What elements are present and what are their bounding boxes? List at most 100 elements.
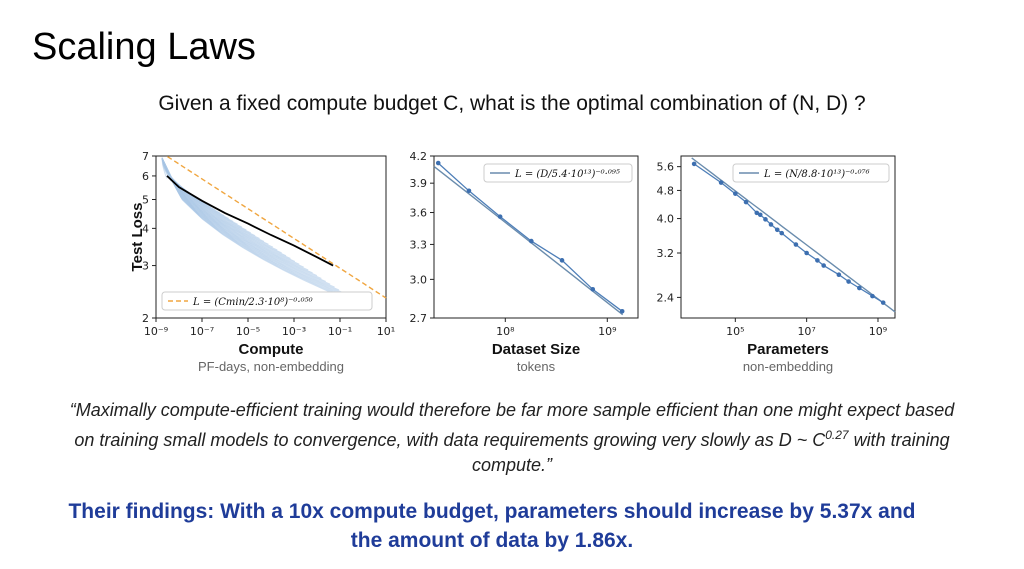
data-point (619, 308, 625, 314)
learning-curve (161, 157, 274, 248)
data-point (529, 238, 534, 244)
slide-subtitle: Given a fixed compute budget C, what is … (158, 92, 866, 115)
y-tick-label: 3.9 (410, 177, 428, 190)
x-tick-label: 10⁹ (869, 325, 887, 338)
plot-frame (433, 155, 639, 319)
data-point (718, 180, 724, 185)
x-tick-label: 10⁸ (496, 325, 515, 338)
plot-frame (680, 155, 896, 319)
findings-text: Their findings: With a 10x compute budge… (68, 500, 916, 552)
y-tick-label: 4 (142, 222, 149, 235)
data-point (743, 199, 749, 205)
learning-curve (161, 157, 304, 268)
data-point (763, 217, 768, 222)
learning-curve (161, 157, 326, 282)
quote-text-end: with training compute.” (471, 430, 950, 475)
learning-curve (161, 157, 296, 262)
data-point (880, 300, 886, 305)
learning-curve (161, 157, 313, 274)
data-point (435, 160, 441, 166)
parameters-chart: 10⁵ 10⁷ 10⁹ 2.4 3.2 4.0 4.8 5.6 Parameters non-em… (645, 148, 905, 383)
quote-text: “Maximally compute-efficient training wo… (69, 400, 955, 450)
learning-curve (161, 157, 287, 257)
x-tick-label: 10⁹ (598, 325, 616, 338)
power-law-fit (433, 165, 624, 316)
learning-curve (161, 157, 300, 265)
x-tick-label: 10⁻¹ (328, 325, 352, 338)
y-tick-label: 4.2 (410, 150, 428, 163)
y-tick-label: 6 (142, 170, 149, 183)
x-axis-title: Dataset Size (492, 341, 580, 358)
data-point (590, 286, 596, 292)
legend-box (161, 291, 373, 311)
learning-curve (161, 157, 322, 279)
compute-chart-svg: 10⁻⁹ 10⁻⁷ 10⁻⁵ 10⁻³ 10⁻¹ 10¹ 2 3 4 5 6 7 ComputePF-d… (129, 150, 395, 374)
x-axis-subtitle: PF-days, non-embedding (198, 359, 344, 374)
data-point (836, 272, 842, 278)
x-axis-subtitle: non-embedding (743, 359, 833, 374)
data-point (779, 230, 785, 236)
legend-box (483, 163, 633, 183)
data-point (691, 161, 697, 167)
y-tick-label: 2.7 (410, 312, 428, 325)
x-tick-label: 10⁵ (726, 325, 744, 338)
data-point (497, 214, 503, 219)
x-axis-subtitle: tokens (517, 359, 556, 374)
parameters-chart-svg: 10⁵ 10⁷ 10⁹ 2.4 3.2 4.0 4.8 5.6 Parametersnon-em… (657, 155, 896, 374)
legend-label: L = (N/8.8·10¹³)⁻⁰·⁰⁷⁶ (763, 169, 870, 180)
x-tick-label: 10⁷ (797, 325, 815, 338)
learning-curve (161, 157, 335, 288)
data-point (821, 263, 826, 268)
data-point (466, 188, 472, 194)
data-point (733, 191, 738, 196)
learning-curve (161, 157, 309, 271)
x-axis-title: Parameters (747, 341, 829, 358)
power-law-fit-dashed (167, 156, 387, 299)
x-tick-label: 10⁻⁵ (236, 325, 260, 338)
y-tick-label: 5.6 (657, 161, 675, 174)
y-tick-label: 4.0 (657, 213, 675, 226)
x-tick-label: 10¹ (377, 325, 395, 338)
y-axis-title: Test Loss (129, 203, 146, 272)
power-law-fit (691, 157, 896, 313)
learning-curve (161, 157, 331, 285)
data-point (804, 250, 809, 256)
legend-box (732, 163, 890, 183)
x-tick-label: 10⁻⁹ (144, 325, 168, 338)
y-tick-label: 3.3 (410, 238, 428, 251)
quote: “Maximally compute-efficient training wo… (60, 398, 964, 478)
compute-frontier-line (166, 175, 334, 267)
y-tick-label: 4.8 (657, 184, 675, 197)
learning-curve (161, 157, 260, 239)
legend-label: L = (Cmin/2.3·10⁸)⁻⁰·⁰⁵⁰ (192, 297, 313, 308)
data-point (815, 258, 820, 263)
quote-exponent: 0.27 (825, 428, 849, 442)
y-tick-label: 3.6 (410, 207, 428, 220)
learning-curve (161, 157, 291, 259)
y-tick-label: 5 (142, 194, 149, 207)
x-tick-label: 10⁻⁷ (190, 325, 214, 338)
data-point (870, 293, 875, 299)
learning-curve (161, 157, 278, 251)
y-tick-label: 3.2 (657, 247, 675, 260)
slide-title: Scaling Laws (32, 26, 256, 68)
data-point (846, 279, 851, 284)
data-point (857, 285, 862, 291)
data-point (774, 227, 780, 233)
data-point (754, 210, 760, 216)
dataset-chart: 10⁸ 10⁹ 2.7 3.0 3.3 3.6 3.9 4.2 Dataset Size toke… (398, 148, 658, 383)
data-point (768, 222, 774, 227)
learning-curve (161, 157, 282, 254)
learning-curve (161, 157, 269, 245)
learning-curve (161, 157, 366, 308)
y-tick-label: 2.4 (657, 291, 675, 304)
x-axis-title: Compute (239, 341, 304, 358)
data-point (559, 258, 565, 263)
x-tick-label: 10⁻³ (282, 325, 306, 338)
dataset-chart-svg: 10⁸ 10⁹ 2.7 3.0 3.3 3.6 3.9 4.2 Dataset Sizetoke… (410, 150, 639, 374)
learning-curve (161, 157, 265, 242)
plot-frame (155, 155, 387, 319)
legend-label: L = (D/5.4·10¹³)⁻⁰·⁰⁹⁵ (514, 169, 620, 180)
y-tick-label: 3 (142, 260, 149, 273)
data-point (757, 212, 763, 218)
